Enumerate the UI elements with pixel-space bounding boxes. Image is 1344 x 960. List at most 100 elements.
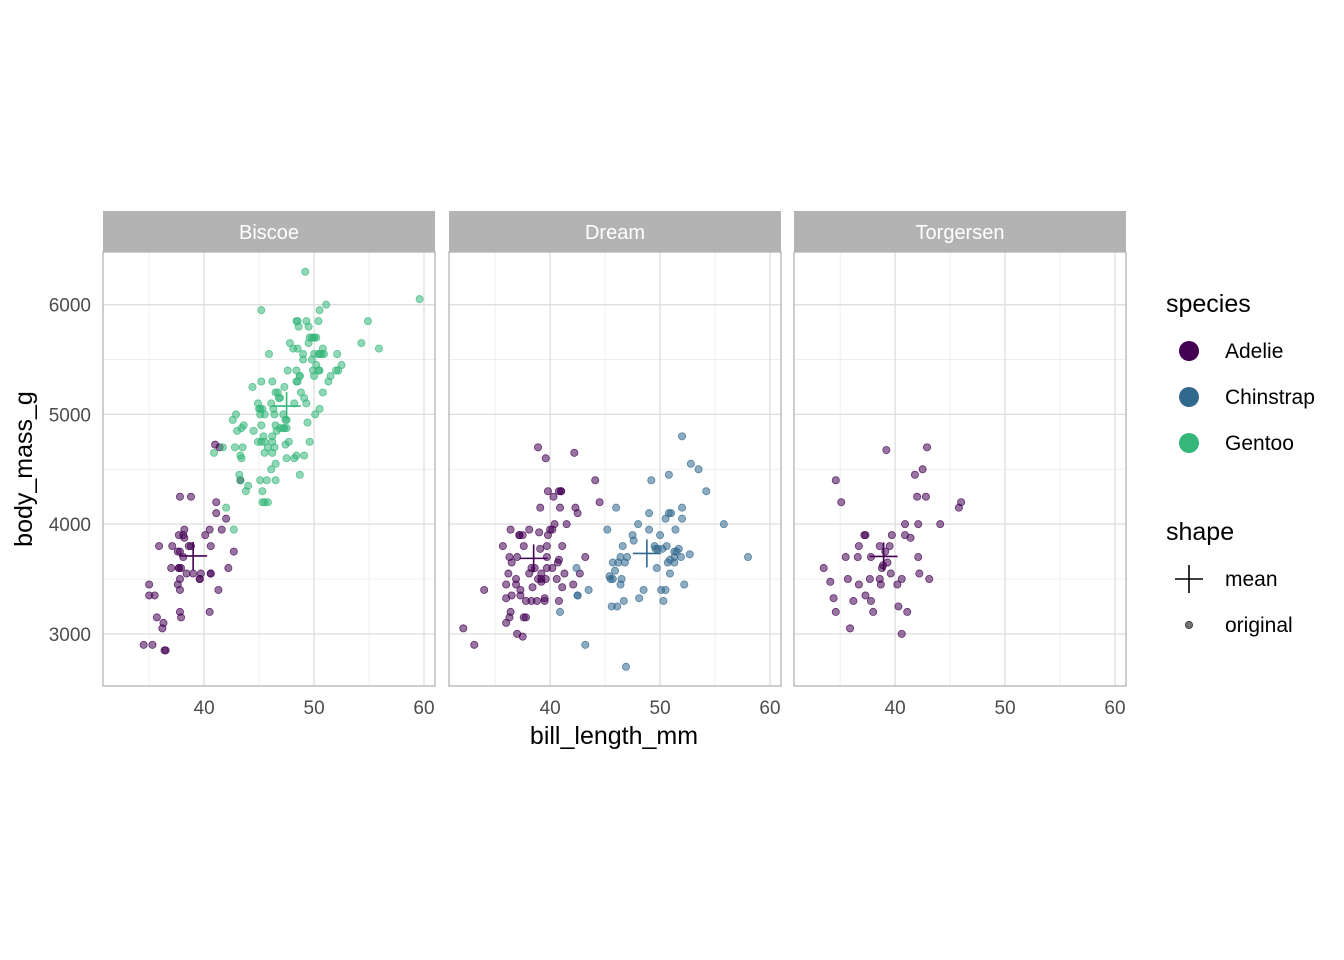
facet-strip-label: Dream [585, 222, 645, 244]
data-point-gentoo [333, 350, 342, 359]
data-point-gentoo [281, 440, 290, 449]
data-point-adelie [887, 531, 896, 540]
panel-border [448, 251, 782, 687]
data-point-gentoo [270, 410, 279, 419]
data-point-gentoo [218, 443, 227, 452]
data-point-adelie [155, 542, 164, 551]
data-point-chinstrap [616, 580, 625, 589]
data-point-adelie [541, 454, 550, 463]
data-point-gentoo [222, 503, 231, 512]
data-point-chinstrap [584, 585, 593, 594]
data-point-adelie [925, 575, 934, 584]
data-point-gentoo [374, 344, 383, 353]
data-point-adelie [229, 547, 238, 556]
data-point-adelie [506, 607, 515, 616]
data-point-chinstrap [608, 575, 617, 584]
data-point-adelie [504, 569, 513, 578]
data-point-adelie [591, 476, 600, 485]
data-point-adelie [918, 465, 927, 474]
data-point-adelie [558, 542, 567, 551]
data-point-chinstrap [686, 459, 695, 468]
data-point-adelie [869, 607, 878, 616]
data-point-adelie [525, 525, 534, 534]
data-point-gentoo [257, 377, 266, 386]
data-points [459, 432, 753, 671]
facet-strip-label: Torgersen [916, 222, 1005, 244]
data-point-adelie [548, 564, 557, 573]
data-point-adelie [506, 525, 515, 534]
data-point-adelie [913, 492, 922, 501]
data-point-adelie [875, 575, 884, 584]
data-point-gentoo [292, 451, 301, 460]
data-point-adelie [894, 602, 903, 611]
data-point-gentoo [254, 437, 263, 446]
data-point-chinstrap [572, 564, 581, 573]
data-point-adelie [516, 585, 525, 594]
data-point-adelie [831, 607, 840, 616]
y-tick-label: 4000 [49, 515, 91, 536]
facet-strip [103, 211, 435, 252]
data-point-adelie [184, 542, 193, 551]
data-point-chinstrap [647, 476, 656, 485]
data-point-gentoo [304, 322, 313, 331]
legend-key-chinstrap [1179, 387, 1199, 407]
x-tick-label: 40 [885, 698, 906, 719]
data-point-gentoo [280, 424, 289, 433]
data-point-adelie [901, 520, 910, 529]
data-point-adelie [534, 443, 543, 452]
data-point-chinstrap [656, 531, 665, 540]
data-point-adelie [214, 585, 223, 594]
data-point-chinstrap [608, 558, 617, 567]
data-point-adelie [558, 583, 567, 592]
panel-border [793, 251, 1127, 687]
data-point-adelie [595, 498, 604, 507]
data-point-gentoo [271, 476, 280, 485]
data-point-adelie [217, 525, 226, 534]
data-point-chinstrap [639, 585, 648, 594]
data-point-adelie [550, 520, 559, 529]
data-point-adelie [866, 596, 875, 605]
data-point-chinstrap [581, 640, 590, 649]
data-point-chinstrap [657, 585, 666, 594]
data-point-gentoo [290, 399, 299, 408]
legend-key-mean-cross [1175, 565, 1203, 593]
data-point-chinstrap [621, 662, 630, 671]
data-point-gentoo [262, 476, 271, 485]
data-point-gentoo [267, 465, 276, 474]
data-point-gentoo [332, 366, 341, 375]
data-point-adelie [923, 443, 932, 452]
data-point-gentoo [293, 317, 302, 326]
data-point-adelie [177, 564, 186, 573]
data-point-adelie [893, 580, 902, 589]
data-point-gentoo [249, 426, 258, 435]
data-point-chinstrap [620, 558, 629, 567]
data-point-gentoo [282, 454, 291, 463]
data-point-adelie [175, 585, 184, 594]
data-point-adelie [158, 624, 167, 633]
data-point-adelie [212, 498, 221, 507]
facet-panel-torgersen: Torgersen 40 50 60 [793, 211, 1127, 719]
legend-species-title: species [1166, 290, 1251, 318]
data-point-adelie [167, 564, 176, 573]
data-point-adelie [897, 629, 906, 638]
data-point-adelie [502, 580, 511, 589]
data-point-gentoo [257, 306, 266, 315]
data-point-gentoo [357, 339, 366, 348]
data-point-chinstrap [556, 607, 565, 616]
data-point-adelie [915, 569, 924, 578]
data-point-gentoo [275, 393, 284, 402]
data-point-gentoo [301, 267, 310, 276]
data-point-gentoo [271, 388, 280, 397]
data-point-chinstrap [664, 470, 673, 479]
data-point-gentoo [264, 350, 273, 359]
data-point-adelie [921, 492, 930, 501]
legend-key-original-dot [1185, 621, 1194, 630]
data-point-gentoo [283, 366, 292, 375]
data-point-gentoo [258, 404, 267, 413]
data-point-adelie [885, 542, 894, 551]
data-point-gentoo [230, 443, 239, 452]
data-point-gentoo [295, 470, 304, 479]
data-point-adelie [853, 553, 862, 562]
